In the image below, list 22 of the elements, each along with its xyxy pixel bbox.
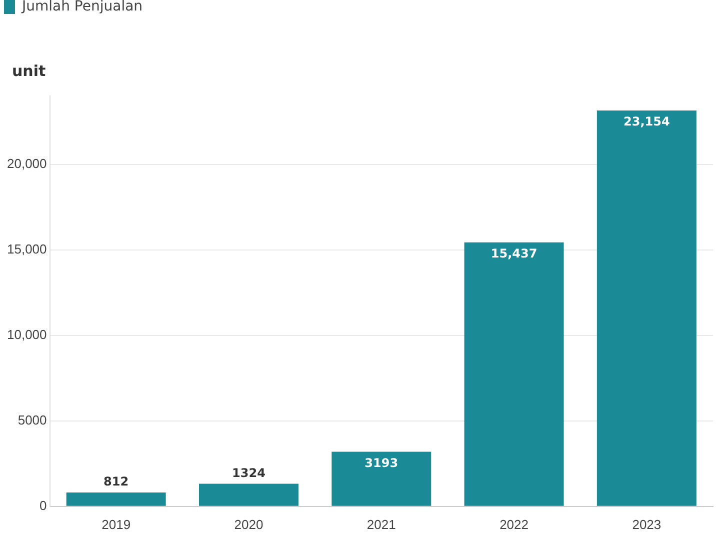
x-tick-label: 2020 (234, 516, 264, 532)
y-tick-label: 20,000 (6, 156, 47, 171)
y-tick-label: 0 (40, 498, 47, 513)
legend-label: Jumlah Penjualan (21, 0, 143, 15)
x-tick-label: 2023 (632, 516, 662, 532)
data-label: 15,437 (490, 246, 538, 261)
bar (332, 452, 432, 506)
y-tick-label: 10,000 (6, 326, 47, 342)
y-tick-label: 15,000 (6, 241, 47, 256)
x-tick-label: 2019 (102, 516, 131, 532)
y-axis-title: unit (12, 62, 46, 80)
x-tick-label: 2022 (500, 516, 528, 532)
data-label: 812 (104, 474, 129, 489)
bar (198, 484, 298, 506)
bar (596, 110, 696, 506)
bar (464, 242, 564, 506)
y-tick-label: 5000 (18, 412, 47, 428)
x-tick-label: 2021 (366, 516, 396, 532)
data-label: 23,154 (624, 114, 670, 129)
bar (66, 492, 166, 506)
data-label: 1324 (232, 466, 266, 480)
data-label: 3193 (364, 456, 398, 470)
